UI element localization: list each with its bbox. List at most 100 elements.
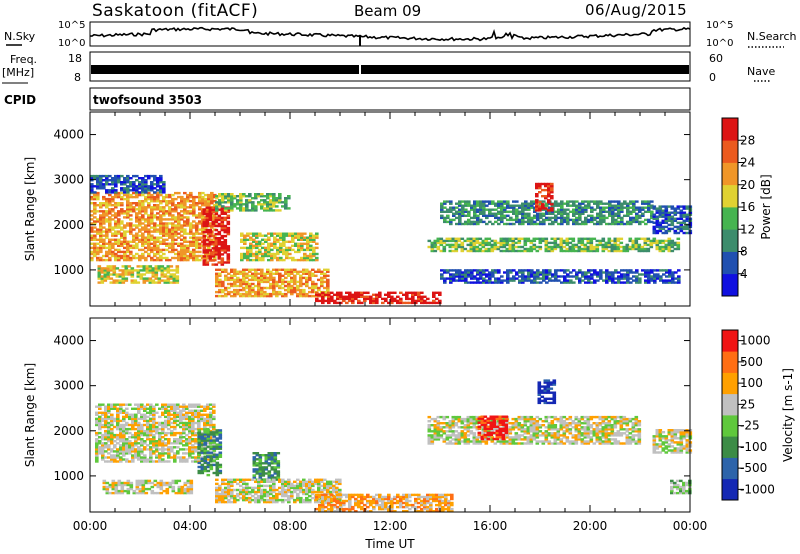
power-region-10 [440, 269, 681, 284]
freq-strip [89, 51, 691, 82]
nsky-strip [89, 21, 691, 47]
freq-tick-bottom: 8 [74, 71, 81, 84]
nave-tick-bottom: 0 [709, 71, 716, 84]
cpid-strip [89, 87, 691, 111]
y-tick-label: 3000 [53, 173, 84, 187]
y-axis-label: Slant Range [km] [23, 157, 37, 261]
velocity-region-0 [95, 403, 216, 463]
power-region-9 [440, 200, 654, 226]
x-tick-label: 12:00 [373, 519, 408, 533]
nsky-label: N.Sky [4, 30, 36, 43]
colorbar-tick-label: 8 [740, 245, 748, 259]
colorbar-tick-label: 100 [740, 376, 763, 390]
y-axis-label: Slant Range [km] [23, 363, 37, 467]
colorbar-tick-label: -100 [740, 440, 767, 454]
x-tick-label: 04:00 [173, 519, 208, 533]
colorbar-tick-label: 4 [740, 267, 748, 281]
x-tick-label: 16:00 [473, 519, 508, 533]
velocity-region-10 [670, 479, 692, 495]
nave-tick-top: 60 [709, 52, 723, 65]
velocity-region-3 [252, 452, 281, 481]
heatmap-velocity [95, 379, 693, 513]
date-label: 06/Aug/2015 [585, 1, 688, 19]
colorbar-tick-label: 20 [740, 178, 755, 192]
nsearch-tick-bottom: 10^0 [706, 38, 734, 49]
colorbar-tick-label: -500 [740, 461, 767, 475]
nsky-tick-bottom: 10^0 [58, 38, 86, 49]
power-region-12 [652, 205, 693, 235]
power-colorbar [721, 117, 744, 297]
colorbar-cell [722, 372, 738, 395]
power-region-5 [240, 232, 319, 262]
x-tick-label: 00:00 [73, 519, 108, 533]
power-region-6 [215, 193, 291, 212]
power-region-2 [97, 265, 180, 284]
y-tick-label: 4000 [53, 334, 84, 348]
x-tick-label: 00:00 [673, 519, 708, 533]
velocity-region-1 [102, 479, 194, 495]
colorbar-cell [722, 140, 738, 163]
y-tick-label: 1000 [53, 469, 84, 483]
y-tick-label: 2000 [53, 424, 84, 438]
colorbar-cell [722, 457, 738, 480]
freq-label: Freq. [10, 53, 38, 66]
cpid-label: CPID [4, 93, 37, 107]
colorbar-tick-label: 16 [740, 200, 755, 214]
nsky-line [89, 26, 691, 42]
cpid-value: twofsound 3503 [93, 93, 202, 107]
nsky-tick-top: 10^5 [58, 20, 86, 31]
x-tick-label: 08:00 [273, 519, 308, 533]
colorbar-tick-label: 28 [740, 133, 755, 147]
velocity-colorbar [721, 329, 744, 501]
x-tick-label: 20:00 [573, 519, 608, 533]
colorbar-tick-label: 500 [740, 355, 763, 369]
chart-title: Saskatoon (fitACF) [92, 1, 259, 21]
colorbar-label: Velocity [m s-1] [781, 368, 795, 462]
colorbar-cell [722, 478, 738, 501]
velocity-region-6 [427, 415, 642, 445]
power-region-1 [90, 174, 166, 194]
freq-unit: [MHz] [2, 66, 35, 79]
power-region-11 [535, 182, 554, 212]
colorbar-tick-label: 25 [740, 397, 755, 411]
power-region-0 [90, 191, 217, 262]
y-tick-label: 3000 [53, 379, 84, 393]
y-tick-label: 1000 [53, 263, 84, 277]
colorbar-cell [722, 393, 738, 416]
velocity-region-9 [652, 429, 693, 454]
colorbar-tick-label: -1000 [740, 482, 775, 496]
colorbar-label: Power [dB] [759, 174, 773, 239]
nsearch-tick-top: 10^5 [706, 20, 734, 31]
colorbar-tick-label: 12 [740, 222, 755, 236]
y-tick-label: 2000 [53, 218, 84, 232]
colorbar-cell [722, 330, 738, 352]
colorbar-cell [722, 436, 738, 458]
colorbar-cell [722, 251, 738, 275]
colorbar-cell [722, 162, 738, 186]
freq-band [91, 65, 689, 74]
colorbar-cell [722, 415, 738, 437]
power-region-3 [202, 206, 231, 266]
velocity-region-2 [197, 429, 223, 477]
y-tick-label: 4000 [53, 128, 84, 142]
heatmap-power [90, 174, 693, 305]
power-region-4 [215, 268, 330, 298]
colorbar-cell [722, 351, 738, 373]
colorbar-cell [722, 207, 738, 230]
velocity-region-5 [315, 493, 454, 513]
power-region-8 [427, 237, 681, 253]
colorbar-cell [722, 184, 738, 208]
beam-label: Beam 09 [354, 2, 422, 20]
velocity-region-7 [477, 415, 509, 441]
velocity-region-4 [215, 478, 342, 504]
power-region-7 [315, 291, 442, 305]
colorbar-tick-label: -25 [740, 419, 760, 433]
colorbar-cell [722, 229, 738, 252]
colorbar-frame [721, 329, 739, 501]
colorbar-cell [722, 118, 738, 141]
colorbar-tick-label: 24 [740, 156, 755, 170]
colorbar-tick-label: 1000 [740, 334, 771, 348]
colorbar-cell [722, 273, 738, 297]
x-axis-label: Time UT [364, 537, 415, 551]
